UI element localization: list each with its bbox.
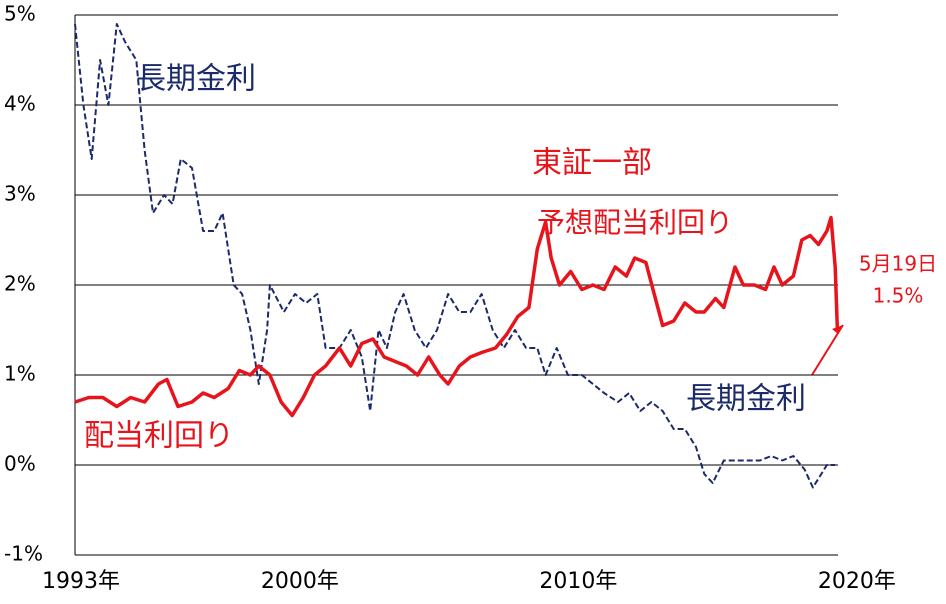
x-tick-label: 1993年	[42, 569, 120, 594]
y-tick-label: 3%	[4, 182, 36, 206]
x-tick-label: 2000年	[261, 569, 339, 594]
x-tick-label: 2010年	[539, 569, 617, 594]
series-label: 長期金利	[136, 62, 256, 97]
x-tick-label: 2020年	[818, 569, 896, 594]
y-tick-label: 1%	[4, 362, 36, 386]
y-tick-label: -1%	[4, 542, 43, 566]
y-tick-label: 4%	[4, 92, 36, 116]
annotation: 5月19日	[859, 252, 937, 276]
y-tick-label: 2%	[4, 272, 36, 296]
annotation: 予想配当利回り	[537, 206, 733, 239]
series-label: 配当利回り	[84, 419, 234, 454]
series-line	[74, 215, 840, 418]
series-line	[74, 23, 836, 489]
y-tick-label: 0%	[4, 452, 36, 476]
annotation: 1.5%	[873, 284, 924, 308]
y-tick-label: 5%	[4, 2, 36, 26]
annotation: 長期金利	[686, 382, 806, 417]
annotation: 東証一部	[532, 146, 652, 181]
